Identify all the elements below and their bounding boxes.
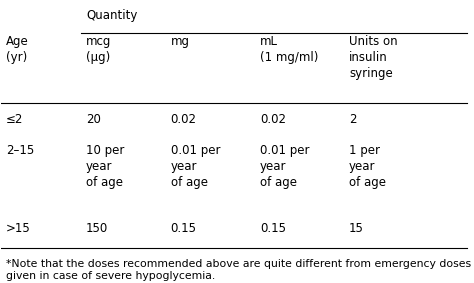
Text: 0.02: 0.02 <box>171 113 197 126</box>
Text: *Note that the doses recommended above are quite different from emergency doses : *Note that the doses recommended above a… <box>6 259 471 281</box>
Text: 0.15: 0.15 <box>260 222 286 235</box>
Text: mcg
(μg): mcg (μg) <box>86 35 111 64</box>
Text: 15: 15 <box>349 222 364 235</box>
Text: 0.01 per
year
of age: 0.01 per year of age <box>260 144 310 189</box>
Text: 20: 20 <box>86 113 101 126</box>
Text: Units on
insulin
syringe: Units on insulin syringe <box>349 35 398 80</box>
Text: Age
(yr): Age (yr) <box>6 35 29 64</box>
Text: 2–15: 2–15 <box>6 144 34 157</box>
Text: mL
(1 mg/ml): mL (1 mg/ml) <box>260 35 318 64</box>
Text: 2: 2 <box>349 113 356 126</box>
Text: 0.01 per
year
of age: 0.01 per year of age <box>171 144 220 189</box>
Text: mg: mg <box>171 35 190 48</box>
Text: ≤2: ≤2 <box>6 113 23 126</box>
Text: 10 per
year
of age: 10 per year of age <box>86 144 124 189</box>
Text: 1 per
year
of age: 1 per year of age <box>349 144 386 189</box>
Text: Quantity: Quantity <box>86 9 137 22</box>
Text: 0.15: 0.15 <box>171 222 197 235</box>
Text: 0.02: 0.02 <box>260 113 286 126</box>
Text: >15: >15 <box>6 222 31 235</box>
Text: 150: 150 <box>86 222 108 235</box>
